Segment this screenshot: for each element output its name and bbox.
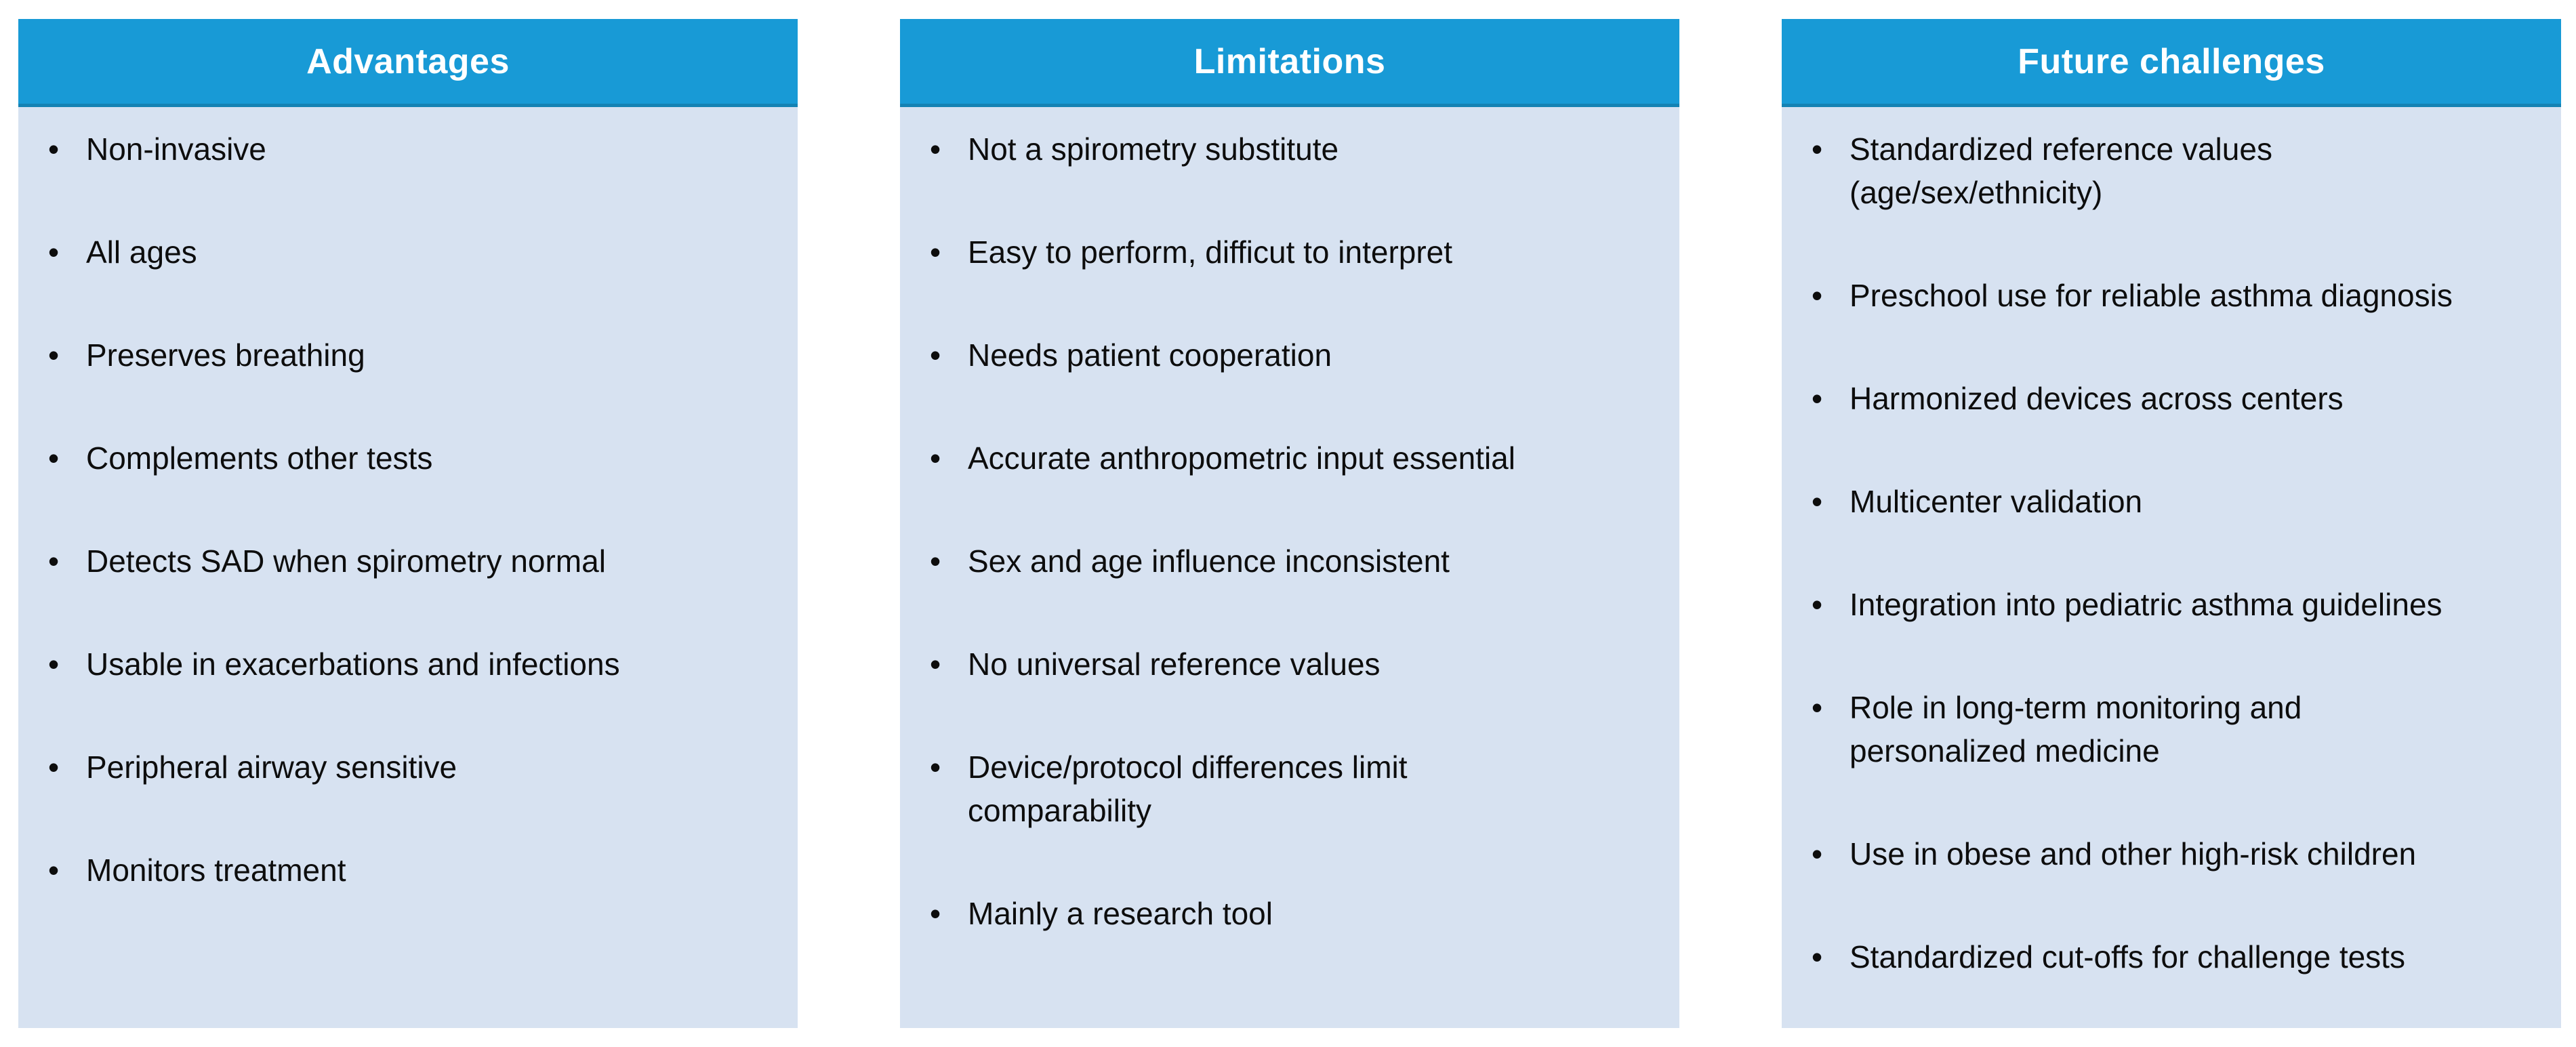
bullet-item: Complements other tests [48, 436, 773, 480]
panel-header: Limitations [900, 19, 1679, 107]
panel-limitations: Limitations Not a spirometry substitute … [900, 19, 1679, 1028]
bullet-item: Multicenter validation [1812, 480, 2537, 523]
bullet-item: Non-invasive [48, 127, 773, 171]
bullet-item: Not a spirometry substitute [930, 127, 1655, 171]
bullet-item: All ages [48, 230, 773, 274]
bullet-item: Detects SAD when spirometry normal [48, 539, 773, 583]
bullet-item: No universal reference values [930, 642, 1655, 686]
bullet-item: Sex and age influence inconsistent [930, 539, 1655, 583]
three-column-board: Advantages Non-invasive All ages Preserv… [18, 19, 2561, 1028]
bullet-item: Preschool use for reliable asthma diagno… [1812, 274, 2537, 317]
bullet-item: Role in long-term monitoring and persona… [1812, 686, 2537, 773]
panel-future-challenges: Future challenges Standardized reference… [1782, 19, 2561, 1028]
panel-header: Future challenges [1782, 19, 2561, 107]
bullet-item: Harmonized devices across centers [1812, 377, 2537, 420]
bullet-item: Standardized cut-offs for challenge test… [1812, 935, 2537, 979]
bullet-item: Peripheral airway sensitive [48, 745, 773, 789]
bullet-item: Integration into pediatric asthma guidel… [1812, 583, 2537, 626]
bullet-item: Usable in exacerbations and infections [48, 642, 773, 686]
panel-advantages: Advantages Non-invasive All ages Preserv… [18, 19, 798, 1028]
bullet-item: Standardized reference values (age/sex/e… [1812, 127, 2537, 214]
bullet-item: Preserves breathing [48, 333, 773, 377]
panel-body: Non-invasive All ages Preserves breathin… [18, 107, 798, 1028]
bullet-item: Accurate anthropometric input essential [930, 436, 1655, 480]
bullet-item: Easy to perform, difficut to interpret [930, 230, 1655, 274]
bullet-item: Needs patient cooperation [930, 333, 1655, 377]
panel-header: Advantages [18, 19, 798, 107]
panel-body: Standardized reference values (age/sex/e… [1782, 107, 2561, 1028]
panel-body: Not a spirometry substitute Easy to perf… [900, 107, 1679, 1028]
bullet-item: Use in obese and other high-risk childre… [1812, 832, 2537, 876]
bullet-item: Monitors treatment [48, 848, 773, 892]
bullet-item: Device/protocol differences limit compar… [930, 745, 1655, 832]
bullet-item: Mainly a research tool [930, 892, 1655, 935]
